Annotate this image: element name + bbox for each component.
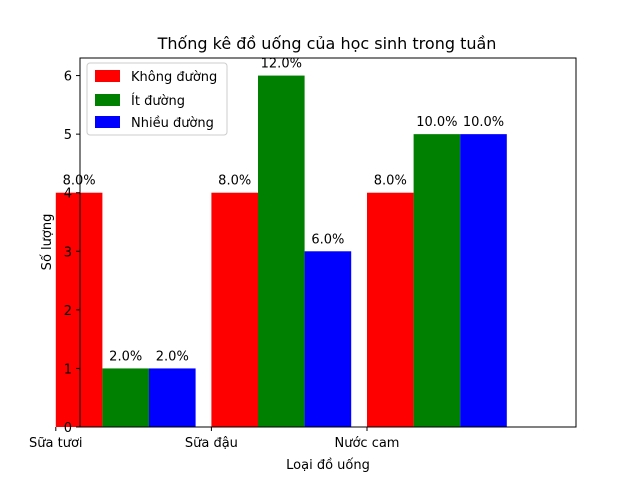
y-tick-label: 3 bbox=[64, 245, 72, 260]
bar-khong-duong-nuoc-cam bbox=[367, 192, 414, 427]
y-tick-label: 4 bbox=[64, 187, 72, 202]
legend: Không đường Ít đường Nhiều đường bbox=[86, 62, 228, 136]
x-tick-label-sua-dau: Sữa đậu bbox=[185, 436, 238, 451]
data-labels-group: 8.0% 8.0% 8.0% 2.0% 12.0% 10.0% 2.0% 6.0% 10.0% bbox=[63, 57, 505, 365]
x-tick-label-nuoc-cam: Nước cam bbox=[335, 436, 400, 451]
bar-it-duong-nuoc-cam bbox=[413, 134, 461, 427]
legend-box bbox=[86, 62, 228, 136]
bar-khong-duong-sua-dau bbox=[211, 192, 258, 427]
legend-label-khong-duong: Không đường bbox=[131, 70, 217, 85]
data-label-it-duong-sua-tuoi: 2.0% bbox=[109, 349, 142, 364]
data-label-khong-duong-sua-dau: 8.0% bbox=[218, 174, 251, 189]
chart-title: Thống kê đồ uống của học sinh trong tuần bbox=[157, 34, 497, 53]
y-tick-label: 0 bbox=[64, 421, 72, 436]
legend-swatch-it-duong bbox=[95, 94, 120, 106]
legend-label-nhieu-duong: Nhiều đường bbox=[131, 116, 214, 131]
bar-nhieu-duong-nuoc-cam bbox=[460, 134, 507, 427]
plot-frame bbox=[79, 57, 577, 428]
x-axis-label: Loại đồ uống bbox=[286, 458, 370, 473]
y-tick-label: 5 bbox=[64, 128, 72, 143]
data-label-nhieu-duong-sua-tuoi: 2.0% bbox=[156, 349, 189, 364]
y-tick-label: 6 bbox=[64, 70, 72, 85]
bar-it-duong-sua-dau bbox=[258, 75, 305, 428]
legend-swatch-nhieu-duong bbox=[95, 116, 120, 128]
bar-it-duong-sua-tuoi bbox=[102, 368, 149, 427]
bar-nhieu-duong-sua-dau bbox=[304, 251, 352, 427]
bars-group bbox=[55, 75, 507, 428]
data-label-nhieu-duong-sua-dau: 6.0% bbox=[311, 232, 344, 247]
bar-nhieu-duong-sua-tuoi bbox=[149, 368, 196, 427]
legend-label-it-duong: Ít đường bbox=[131, 93, 185, 109]
y-tick-label: 1 bbox=[64, 362, 72, 377]
data-label-khong-duong-nuoc-cam: 8.0% bbox=[374, 174, 407, 189]
legend-swatch-khong-duong bbox=[95, 70, 120, 82]
data-label-khong-duong-sua-tuoi: 8.0% bbox=[63, 174, 96, 189]
x-tick-label-sua-tuoi: Sữa tươi bbox=[29, 436, 83, 451]
x-axis: Sữa tươi Sữa đậu Nước cam bbox=[29, 427, 399, 451]
y-axis: 0 1 2 3 4 5 6 bbox=[64, 70, 80, 436]
y-axis-label: Số lượng bbox=[40, 214, 55, 271]
data-label-nhieu-duong-nuoc-cam: 10.0% bbox=[463, 115, 504, 130]
y-tick-label: 2 bbox=[64, 304, 72, 319]
data-label-it-duong-nuoc-cam: 10.0% bbox=[416, 115, 457, 130]
data-label-it-duong-sua-dau: 12.0% bbox=[261, 57, 302, 72]
